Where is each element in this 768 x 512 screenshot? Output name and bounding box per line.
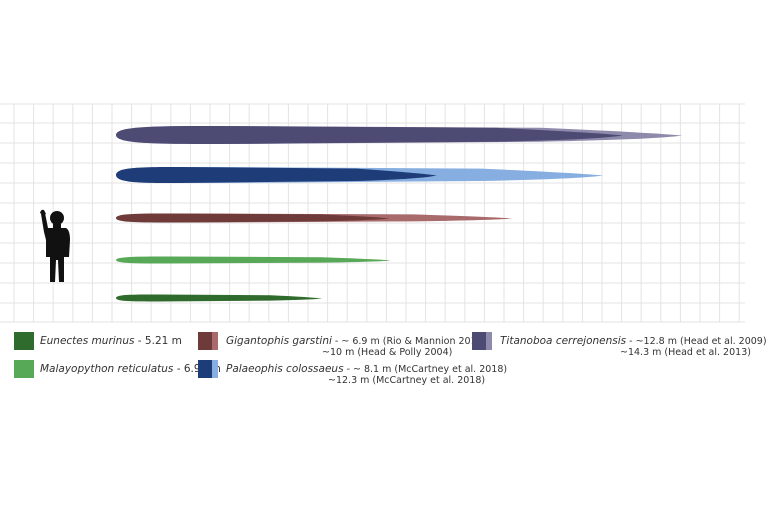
human-silhouette: [40, 209, 70, 282]
legend-value: - ~ 8.1 m (McCartney et al. 2018): [343, 364, 508, 375]
legend-value: - 5.21 m: [134, 335, 182, 347]
legend-swatch-titanoboa: [472, 332, 492, 350]
legend-name: Titanoboa cerrejonensis: [500, 335, 627, 347]
legend-name: Malayopython reticulatus: [40, 363, 174, 375]
legend-value: - ~12.8 m (Head et al. 2009): [626, 336, 767, 347]
malayopython-silhouette: [116, 256, 392, 264]
legend-swatch-eunectes: [14, 332, 34, 350]
titanoboa-silhouette: [116, 126, 623, 144]
eunectes-silhouette: [116, 294, 323, 302]
legend-value-2: ~12.3 m (McCartney et al. 2018): [328, 375, 486, 386]
legend-value-2: ~14.3 m (Head et al. 2013): [620, 347, 751, 358]
legend-swatch-malayopython: [14, 360, 34, 378]
palaeophis-silhouette: [116, 167, 437, 183]
legend-name: Eunectes murinus: [40, 335, 135, 347]
legend-swatch-gigantophis: [198, 332, 218, 350]
snake-silhouettes: [116, 126, 683, 302]
legend-value-2: ~10 m (Head & Polly 2004): [322, 347, 453, 358]
gigantophis-silhouette: [116, 213, 390, 223]
legend-swatch-palaeophis: [198, 360, 218, 378]
legend-name: Palaeophis colossaeus: [226, 363, 344, 375]
legend-value: - ~ 6.9 m (Rio & Mannion 2017): [331, 336, 487, 347]
legend-name: Gigantophis garstini: [226, 335, 332, 347]
